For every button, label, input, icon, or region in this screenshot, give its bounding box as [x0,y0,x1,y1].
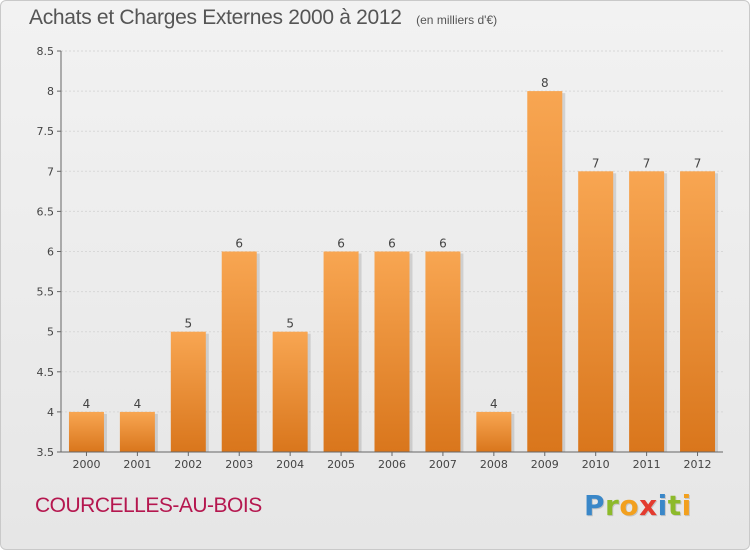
data-label: 6 [388,237,396,251]
bars [68,91,719,453]
bar-2003 [221,251,257,452]
x-tick-label: 2006 [378,458,406,471]
x-tick-label: 2003 [225,458,253,471]
bar-2002 [170,331,206,452]
bar-2005 [323,251,359,452]
x-tick-label: 2004 [276,458,304,471]
x-tick-label: 2002 [174,458,202,471]
x-tick-label: 2012 [684,458,712,471]
x-tick-label: 2011 [633,458,661,471]
bar-2007 [425,251,461,452]
bar-2004 [272,331,308,452]
y-tick-label: 5.5 [37,286,55,299]
logo-letter: i [657,489,668,522]
data-label: 7 [694,156,702,170]
x-tick-label: 2009 [531,458,559,471]
chart-title: Achats et Charges Externes 2000 à 2012 [29,6,402,29]
logo-letter: t [667,489,682,522]
data-label: 4 [134,397,142,411]
x-tick-label: 2005 [327,458,355,471]
title-row: Achats et Charges Externes 2000 à 2012 (… [29,6,497,30]
x-tick-label: 2001 [123,458,151,471]
logo-letter: x [639,489,658,522]
commune-name: COURCELLES-AU-BOIS [35,494,262,517]
data-label: 5 [286,317,294,331]
bar-2010 [578,171,614,453]
axes [57,50,723,456]
logo-letter: r [605,489,620,522]
data-label: 6 [439,237,447,251]
data-label: 7 [592,156,600,170]
y-tick-label: 6.5 [37,205,55,218]
data-label: 8 [541,76,549,90]
y-tick-label: 4 [47,406,54,419]
x-tick-label: 2000 [72,458,100,471]
x-tick-label: 2008 [480,458,508,471]
data-label: 7 [643,156,651,170]
y-tick-label: 8 [47,85,54,98]
data-label: 6 [235,237,243,251]
bar-2008 [476,411,512,452]
logo-letter: o [619,489,640,522]
logo-letter: i [681,489,692,522]
bar-2009 [527,91,563,452]
x-tick-label: 2007 [429,458,457,471]
x-tick-label: 2010 [582,458,610,471]
data-label: 6 [337,237,345,251]
y-tick-label: 4.5 [37,366,55,379]
bar-2001 [119,411,155,452]
bar-2000 [68,411,104,452]
y-tick-label: 6 [47,246,54,259]
chart-subtitle: (en milliers d'€) [416,13,498,27]
labels: 3.5 4 4.5 5 5.5 6 6.5 7 7.5 8 8.5 4 2000 4 2001 5 2002 6 2… [37,45,712,471]
bar-2006 [374,251,410,452]
y-tick-label: 3.5 [37,446,55,459]
data-label: 5 [184,317,192,331]
y-tick-label: 5 [47,326,54,339]
data-label: 4 [490,397,498,411]
y-tick-label: 7 [47,165,54,178]
bar-2012 [680,171,716,453]
bar-2011 [629,171,665,453]
logo-letter: P [584,489,606,522]
y-tick-label: 8.5 [37,45,55,58]
data-label: 4 [83,397,91,411]
y-tick-label: 7.5 [37,125,55,138]
proxiti-logo: Proxiti [584,489,692,522]
